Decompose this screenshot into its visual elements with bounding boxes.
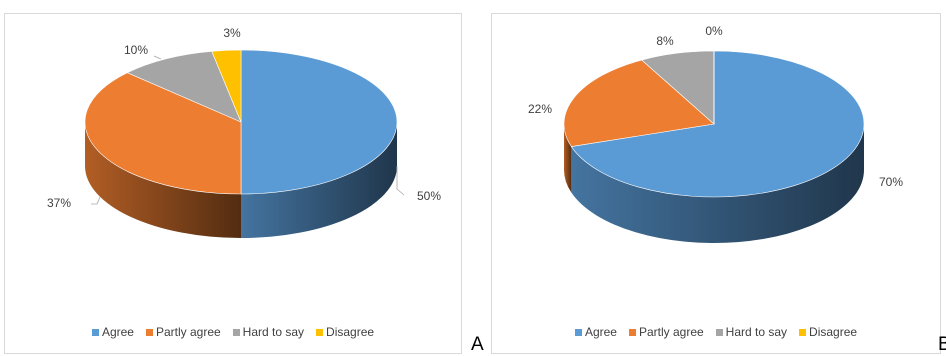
legend-swatch [628,328,636,336]
pie-chart-b-plot: 70% 22% 8% 0% [528,24,903,243]
chart-caption-b: B [938,334,946,355]
pie-side-walls [564,124,864,243]
leader-line-0 [396,166,405,196]
legend-label: Partly agree [155,325,221,339]
legend-item-hard-to-say: Hard to say [232,325,305,339]
data-label-partly-agree: 37% [47,196,71,210]
legend-label: Hard to say [725,325,788,339]
data-label-hard-to-say: 10% [124,43,148,57]
legend-item-partly-agree: Partly agree [145,325,221,339]
legend-label: Disagree [326,325,375,339]
pie-top [84,49,398,195]
pie-slice-partly-agree [84,72,242,195]
legend-swatch [145,328,153,336]
pie-side-partly-agree [85,122,241,238]
legend-swatch [316,328,324,336]
chart-caption-a: A [471,334,484,355]
legend-label: Agree [584,325,617,339]
legend-item-disagree: Disagree [316,325,374,339]
leader-line-2 [153,55,162,60]
pie-slice-hard-to-say [126,50,242,123]
pie-side-agree [571,124,864,243]
leader-line-1 [91,196,101,205]
legend-swatch [799,328,807,336]
legend-b: Agree Partly agree Hard to say Disagree [492,325,940,339]
legend-item-hard-to-say: Hard to say [715,325,788,339]
pie-top [563,50,865,198]
pie-chart-b: 70% 22% 8% 0% Agree Partly agree Hard to say D… [491,13,941,354]
legend-label: Hard to say [242,325,305,339]
data-label-agree: 50% [417,189,441,203]
pie-side-partly-agree [564,124,572,193]
data-label-disagree: 0% [705,24,723,38]
legend-item-disagree: Disagree [799,325,857,339]
pie-slice-agree [570,50,865,198]
legend-label: Partly agree [638,325,704,339]
legend-swatch [91,328,99,336]
pie-side-agree [241,122,397,238]
legend-swatch [232,328,240,336]
pie-chart-a-plot: 50% 37% 10% 3% [47,26,441,238]
pie-side-walls [85,122,397,238]
data-label-partly-agree: 22% [528,102,552,116]
legend-swatch [715,328,723,336]
legend-label: Agree [101,325,134,339]
legend-swatch [574,328,582,336]
pie-chart-a: 50% 37% 10% 3% Agree Partly agree Hard to say… [4,13,462,354]
data-label-disagree: 3% [223,26,241,40]
pie-slice-partly-agree [563,59,715,147]
pie-slice-disagree [211,49,242,123]
legend-item-partly-agree: Partly agree [628,325,704,339]
data-label-agree: 70% [879,175,903,189]
legend-a: Agree Partly agree Hard to say Disagree [5,325,461,339]
legend-item-agree: Agree [91,325,134,339]
data-label-hard-to-say: 8% [656,34,674,48]
pie-slice-agree [240,49,398,195]
legend-item-agree: Agree [574,325,617,339]
legend-label: Disagree [809,325,858,339]
